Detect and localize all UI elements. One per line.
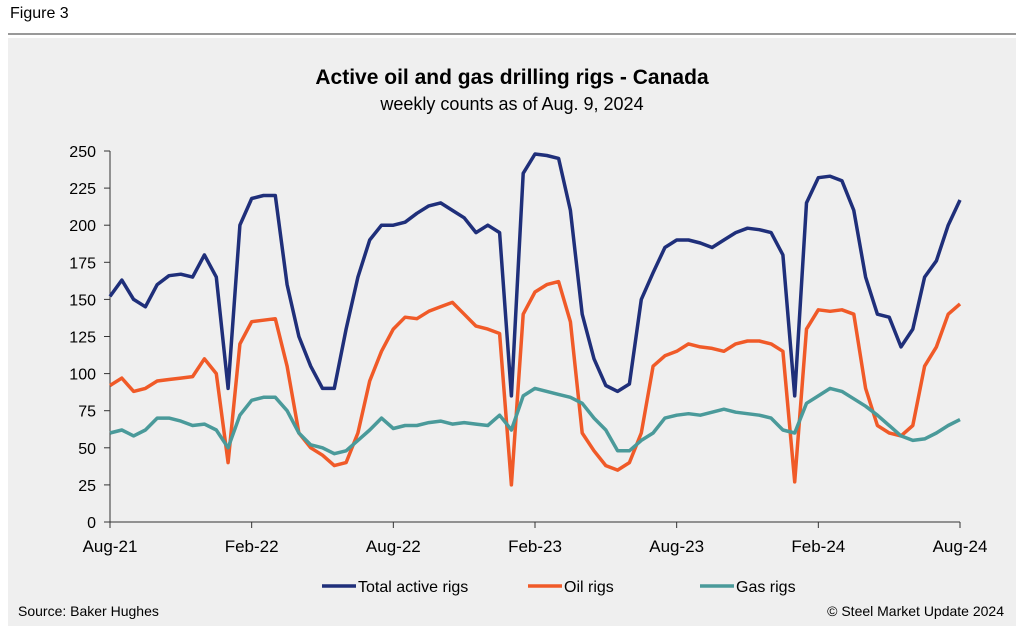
y-tick-label: 225 (69, 181, 96, 198)
x-tick-label: Feb-23 (508, 537, 562, 556)
legend-label: Oil rigs (564, 579, 614, 596)
y-tick-label: 250 (69, 144, 96, 161)
y-tick-label: 0 (87, 515, 96, 532)
x-tick-label: Aug-23 (649, 537, 704, 556)
y-tick-label: 25 (78, 478, 96, 495)
y-tick-label: 125 (69, 330, 96, 347)
y-tick-label: 200 (69, 218, 96, 235)
y-tick-label: 175 (69, 255, 96, 272)
figure-label: Figure 3 (10, 5, 69, 22)
x-tick-label: Aug-22 (366, 537, 421, 556)
source: Source: Baker Hughes (18, 603, 159, 619)
y-tick-label: 100 (69, 367, 96, 384)
plot-background (8, 38, 1016, 626)
chart-title: Active oil and gas drilling rigs - Canad… (315, 66, 709, 89)
x-tick-label: Aug-21 (83, 537, 138, 556)
y-tick-label: 50 (78, 441, 96, 458)
legend-label: Gas rigs (736, 579, 796, 596)
x-tick-label: Aug-24 (933, 537, 988, 556)
legend: Total active rigs Oil rigs Gas rigs (322, 579, 796, 596)
line-series (108, 152, 962, 398)
line-series (109, 386, 961, 456)
copyright: © Steel Market Update 2024 (827, 603, 1004, 619)
y-tick-label: 75 (78, 404, 96, 421)
y-tick-label: 150 (69, 292, 96, 309)
legend-label: Total active rigs (358, 579, 468, 596)
x-tick-label: Feb-24 (791, 537, 845, 556)
x-tick-label: Feb-22 (225, 537, 279, 556)
chart-subtitle: weekly counts as of Aug. 9, 2024 (379, 94, 643, 114)
line-series (109, 279, 962, 487)
